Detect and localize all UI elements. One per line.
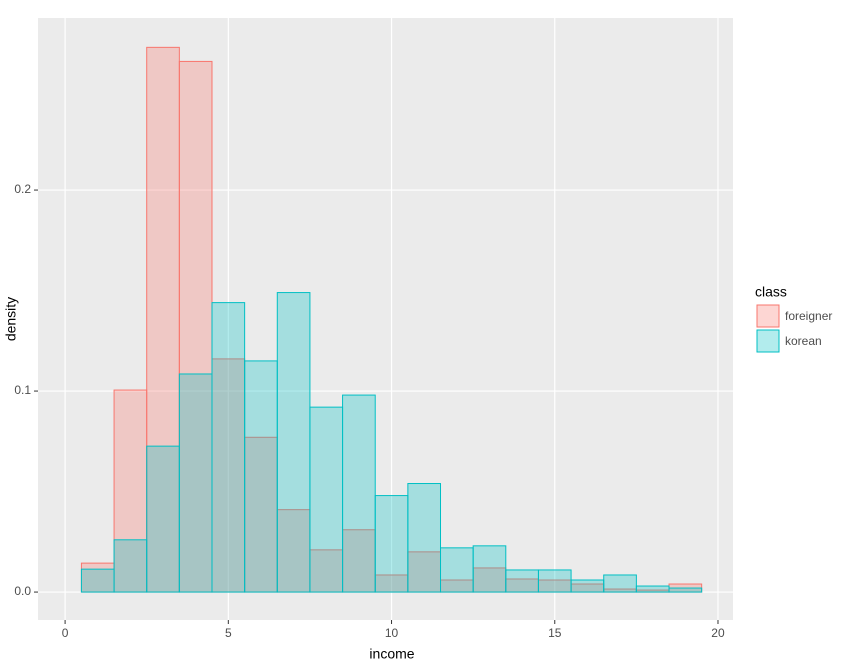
x-tick-label: 20 [711,626,725,640]
bar [570,579,605,593]
bar [407,483,442,593]
bar [537,569,572,593]
bar [505,569,539,593]
bar [211,302,246,593]
legend-label: foreigner [785,309,832,323]
panel [38,18,733,620]
bar [276,292,311,593]
bar [178,373,213,593]
legend-key [756,304,780,328]
legend-key [756,329,780,353]
x-tick-label: 5 [225,626,232,640]
bar [472,545,507,593]
y-tick-label: 0.0 [14,584,31,598]
bar [374,495,409,593]
bar [342,394,376,593]
bar [80,568,115,593]
bar [146,46,180,593]
bar [146,445,180,593]
bar [113,389,148,593]
bar [668,587,703,593]
bar [342,529,376,593]
bar [309,406,344,593]
bar [635,585,670,593]
y-axis-title: density [3,297,19,341]
bar [603,574,637,593]
y-tick-label: 0.1 [14,383,31,397]
bar [244,360,278,593]
bar [178,60,213,593]
bar [113,539,148,593]
bar [440,547,474,593]
x-tick-label: 0 [62,626,69,640]
legend-title: class [755,284,787,300]
x-axis-title: income [369,646,414,662]
x-tick-label: 15 [548,626,562,640]
x-tick-label: 10 [385,626,399,640]
bar [276,509,311,593]
y-tick-label: 0.2 [14,182,31,196]
legend-label: korean [785,334,822,348]
bar [211,358,246,593]
